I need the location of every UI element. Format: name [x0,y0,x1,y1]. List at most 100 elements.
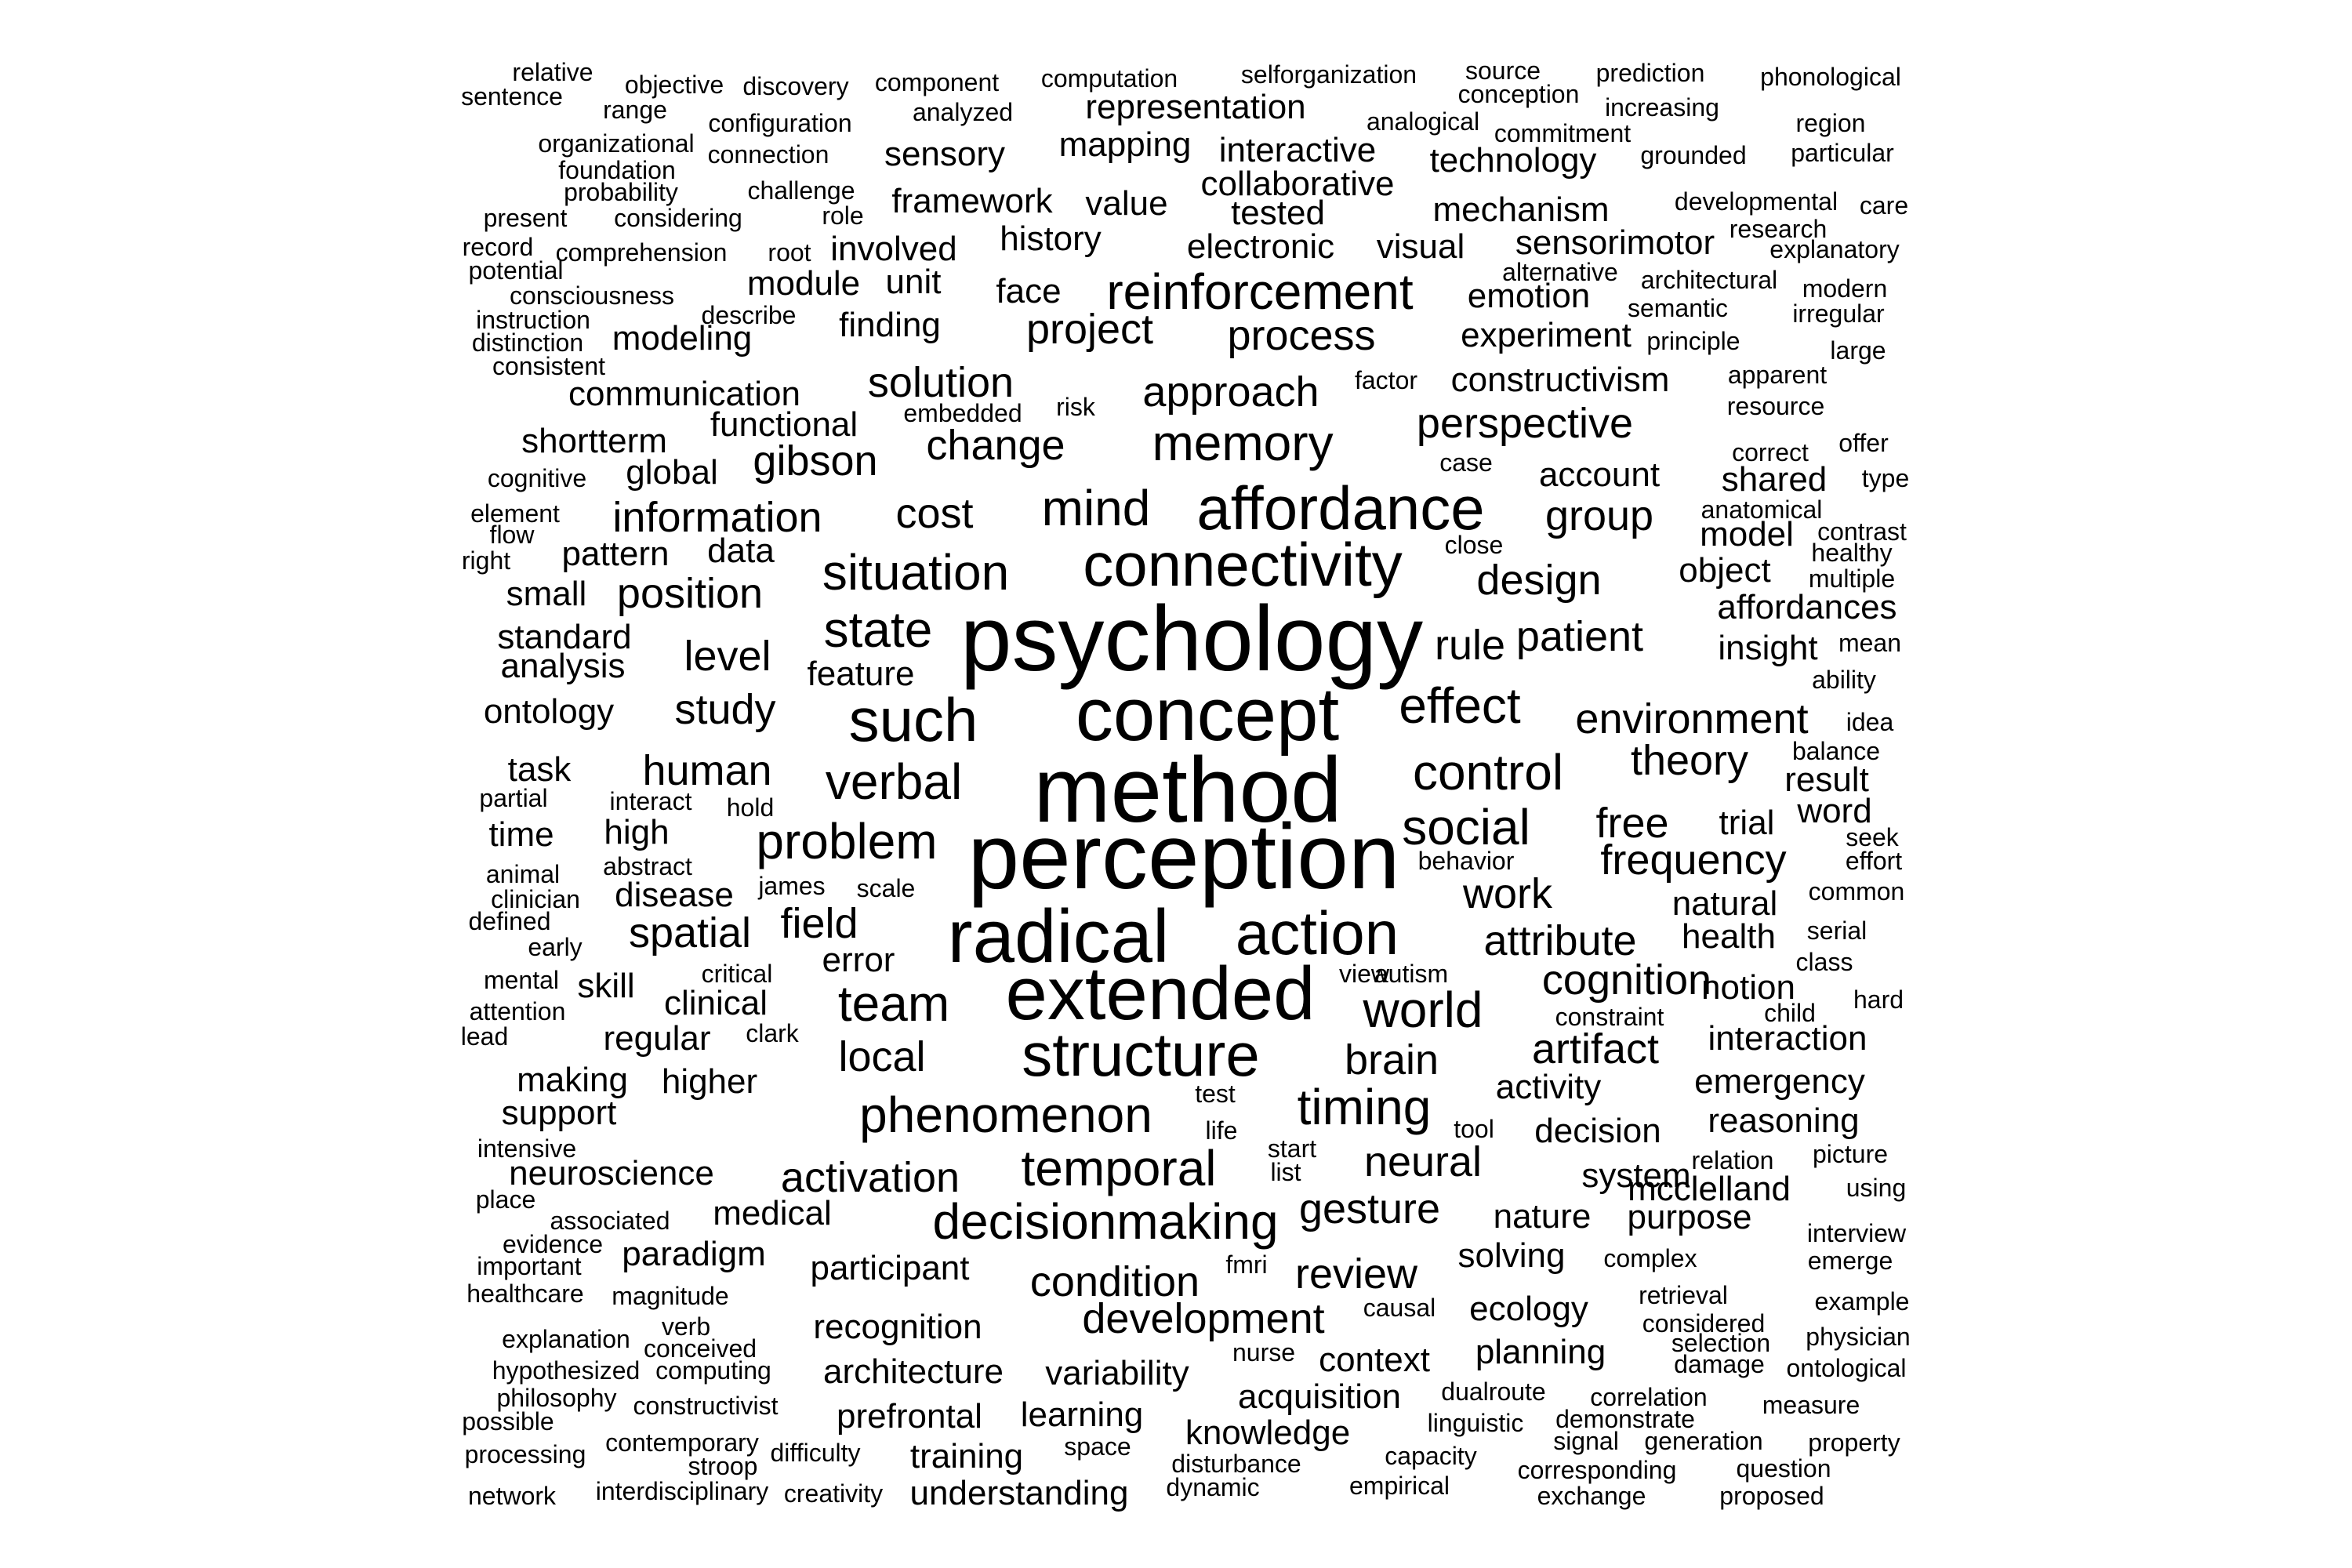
cloud-word-computation: computation [1040,64,1178,93]
cloud-word-distinction: distinction [471,328,584,357]
cloud-word-dualroute: dualroute [1441,1377,1546,1406]
cloud-word-understanding: understanding [909,1474,1129,1512]
cloud-word-psychology: psychology [960,587,1424,691]
cloud-word-idea: idea [1846,708,1894,736]
cloud-word-source: source [1465,56,1541,85]
cloud-word-interactive: interactive [1218,131,1377,169]
cloud-word-considering: considering [614,204,742,232]
cloud-word-autism: autism [1374,960,1449,988]
cloud-word-large: large [1830,336,1886,365]
cloud-word-shared: shared [1721,460,1828,499]
cloud-word-measure: measure [1762,1391,1860,1419]
cloud-word-semantic: semantic [1627,294,1729,322]
cloud-word-question: question [1736,1454,1831,1483]
cloud-word-relative: relative [512,58,593,86]
cloud-word-principle: principle [1646,327,1740,355]
cloud-word-activity: activity [1495,1068,1602,1106]
cloud-word-health: health [1682,917,1776,956]
cloud-word-reinforcement: reinforcement [1106,263,1414,320]
cloud-word-constructivist: constructivist [633,1392,779,1420]
cloud-word-possible: possible [462,1407,554,1436]
cloud-word-training: training [909,1437,1024,1475]
cloud-word-critical: critical [701,960,773,988]
cloud-word-foundation: foundation [558,156,676,184]
cloud-word-mean: mean [1838,629,1902,657]
cloud-word-extended: extended [1005,952,1316,1036]
cloud-word-approach: approach [1142,368,1319,416]
cloud-word-project: project [1025,306,1154,353]
cloud-word-rule: rule [1434,622,1506,669]
cloud-word-philosophy: philosophy [496,1384,617,1412]
cloud-word-cognitive: cognitive [487,464,587,492]
cloud-word-behavior: behavior [1417,847,1515,875]
cloud-word-processing: processing [464,1440,586,1468]
cloud-word-environment: environment [1575,695,1809,742]
cloud-word-care: care [1859,191,1909,220]
cloud-word-evidence: evidence [502,1230,604,1258]
cloud-word-demonstrate: demonstrate [1555,1405,1695,1433]
cloud-word-activation: activation [780,1154,960,1201]
cloud-word-risk: risk [1056,393,1095,421]
cloud-word-architectural: architectural [1640,266,1778,294]
cloud-word-creativity: creativity [783,1479,884,1508]
cloud-word-gesture: gesture [1298,1185,1441,1232]
cloud-word-decision: decision [1534,1112,1661,1150]
cloud-word-objective: objective [624,71,724,99]
cloud-word-scale: scale [856,874,916,902]
cloud-word-ontology: ontology [483,692,615,731]
cloud-word-state: state [823,601,933,658]
cloud-word-representation: representation [1085,88,1306,126]
cloud-word-object: object [1679,551,1771,590]
cloud-word-research: research [1729,215,1828,243]
cloud-word-attention: attention [469,997,566,1025]
cloud-word-right: right [461,546,511,575]
cloud-word-sensory: sensory [884,135,1006,173]
cloud-word-disease: disease [615,876,734,914]
cloud-word-local: local [838,1033,926,1080]
cloud-word-notion: notion [1701,968,1795,1007]
cloud-word-mcclelland: mcclelland [1628,1170,1791,1208]
cloud-word-lead: lead [460,1022,509,1051]
cloud-word-feature: feature [807,655,915,693]
cloud-word-close: close [1444,531,1504,559]
cloud-word-work: work [1462,870,1553,917]
cloud-word-computing: computing [655,1356,771,1385]
cloud-word-human: human [642,747,772,794]
cloud-word-dynamic: dynamic [1166,1473,1260,1501]
cloud-word-exchange: exchange [1537,1482,1646,1510]
cloud-word-high: high [604,813,670,851]
cloud-word-modern: modern [1802,274,1888,303]
cloud-word-fmri: fmri [1225,1250,1268,1279]
cloud-word-class: class [1795,948,1853,976]
cloud-word-insight: insight [1718,629,1818,667]
cloud-word-module: module [746,264,861,303]
cloud-word-generation: generation [1644,1427,1763,1455]
cloud-word-clinician: clinician [491,885,580,913]
cloud-word-communication: communication [568,375,800,413]
cloud-word-structure: structure [1022,1020,1260,1089]
cloud-word-selforganization: selforganization [1240,60,1417,89]
cloud-word-abstract: abstract [603,852,692,880]
cloud-word-hard: hard [1853,985,1904,1014]
cloud-word-effort: effort [1845,847,1903,875]
cloud-word-situation: situation [822,544,1010,601]
cloud-word-artifact: artifact [1531,1025,1660,1073]
cloud-word-role: role [822,201,864,230]
cloud-word-place: place [475,1185,536,1214]
cloud-word-component: component [874,68,1000,96]
cloud-word-frequency: frequency [1600,837,1787,884]
cloud-word-finding: finding [839,306,941,344]
cloud-word-purpose: purpose [1627,1198,1752,1236]
cloud-word-ecology: ecology [1469,1290,1588,1328]
cloud-word-type: type [1861,464,1910,492]
cloud-word-ability: ability [1812,666,1876,694]
cloud-word-common: common [1808,877,1905,906]
cloud-word-action: action [1235,898,1399,967]
cloud-word-data: data [707,532,775,570]
cloud-word-present: present [483,204,568,232]
cloud-word-brain: brain [1344,1036,1439,1083]
cloud-word-linguistic: linguistic [1427,1409,1524,1437]
cloud-word-organizational: organizational [538,129,695,158]
cloud-word-signal: signal [1553,1427,1619,1455]
cloud-word-radical: radical [947,895,1170,978]
